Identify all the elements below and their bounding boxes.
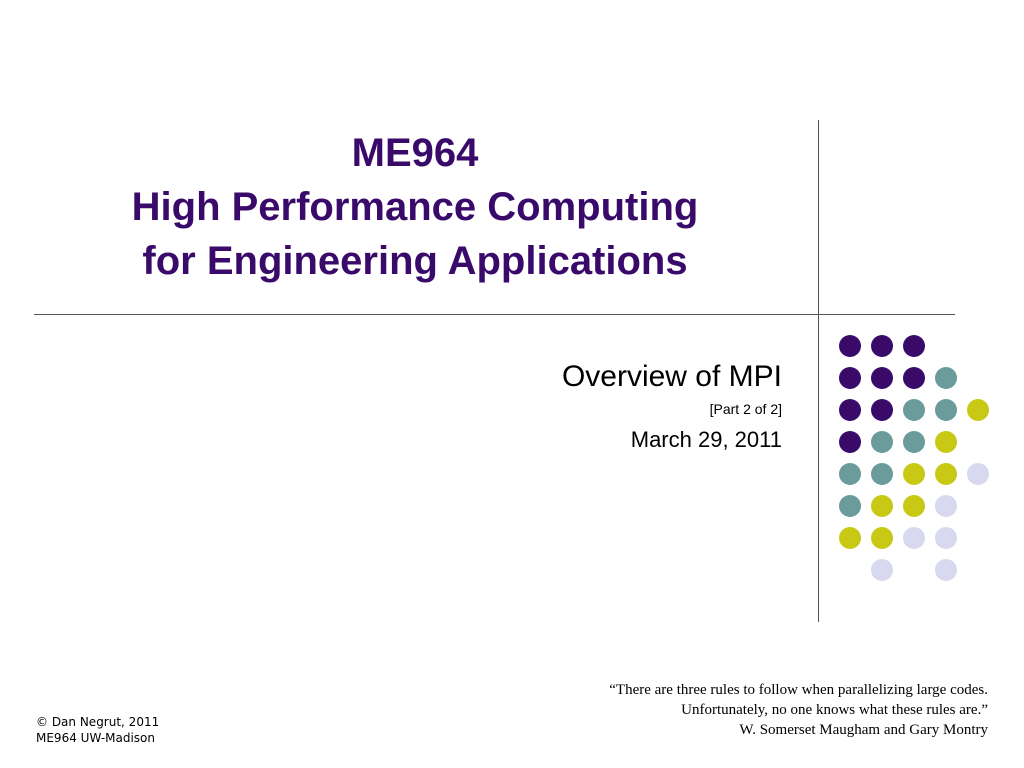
decorative-dot — [903, 463, 925, 485]
decorative-dot — [903, 399, 925, 421]
quote-block: “There are three rules to follow when pa… — [609, 680, 988, 740]
subtitle-part: [Part 2 of 2] — [709, 401, 782, 417]
decorative-dot — [839, 495, 861, 517]
decorative-dot — [871, 367, 893, 389]
title-line-name: High Performance Computing — [131, 185, 699, 229]
decorative-dot — [871, 399, 893, 421]
slide-footer: © Dan Negrut, 2011 ME964 UW-Madison — [36, 714, 159, 746]
slide-title: ME964 High Performance Computing for Eng… — [60, 126, 770, 288]
decorative-dot — [903, 527, 925, 549]
slide-subtitle: Overview of MPI [Part 2 of 2] March 29, … — [562, 358, 782, 458]
vertical-divider — [818, 120, 819, 622]
footer-copyright: © Dan Negrut, 2011 — [36, 715, 160, 729]
decorative-dot — [935, 367, 957, 389]
subtitle-date: March 29, 2011 — [630, 427, 782, 452]
decorative-dot — [839, 399, 861, 421]
decorative-dot — [871, 335, 893, 357]
horizontal-divider — [34, 314, 955, 315]
quote-line: “There are three rules to follow when pa… — [609, 682, 988, 698]
decorative-dot — [935, 559, 957, 581]
decorative-dot — [839, 527, 861, 549]
title-line-subject: for Engineering Applications — [142, 239, 688, 283]
decorative-dot — [935, 495, 957, 517]
decorative-dot — [967, 463, 989, 485]
decorative-dot — [903, 335, 925, 357]
decorative-dot — [871, 431, 893, 453]
decorative-dot — [871, 463, 893, 485]
decorative-dot — [871, 495, 893, 517]
decorative-dot — [839, 463, 861, 485]
decorative-dot — [839, 335, 861, 357]
decorative-dot — [903, 431, 925, 453]
decorative-dot — [871, 559, 893, 581]
decorative-dot — [903, 367, 925, 389]
decorative-dot — [935, 463, 957, 485]
decorative-dot — [839, 431, 861, 453]
footer-course: ME964 UW-Madison — [36, 731, 156, 745]
decorative-dot — [967, 399, 989, 421]
decorative-dot — [935, 399, 957, 421]
decorative-dot — [935, 527, 957, 549]
decorative-dot — [935, 431, 957, 453]
title-line-course: ME964 — [351, 131, 479, 175]
quote-attribution: W. Somerset Maugham and Gary Montry — [739, 722, 988, 738]
decorative-dot — [903, 495, 925, 517]
subtitle-topic: Overview of MPI — [561, 360, 782, 393]
decorative-dot — [839, 367, 861, 389]
decorative-dot — [871, 527, 893, 549]
quote-line: Unfortunately, no one knows what these r… — [681, 702, 988, 718]
